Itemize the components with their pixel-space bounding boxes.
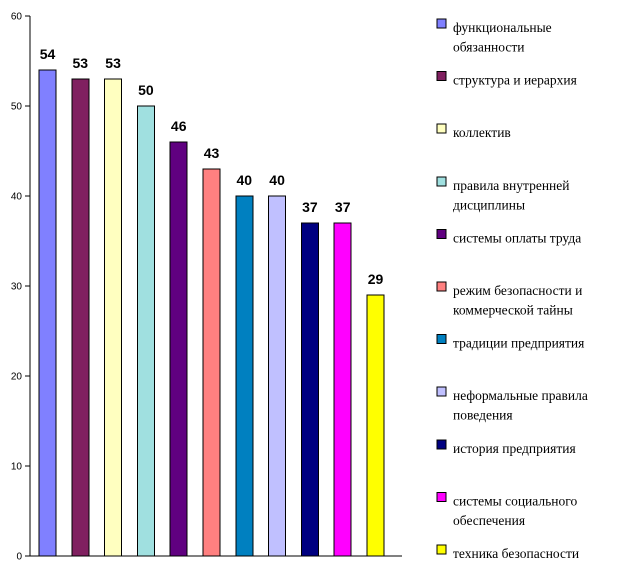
bar [235,195,254,557]
legend: функциональные обязанности структура и иер… [436,18,588,561]
y-tick-label: 20 [11,372,23,383]
bar [38,69,57,557]
y-tick-label: 40 [11,192,23,203]
legend-swatch [436,439,447,450]
legend-label: системы социального [453,493,577,508]
y-tick-label: 60 [11,12,23,23]
legend-label: традиции предприятия [453,336,584,351]
bar-value-label: 37 [302,199,318,215]
legend-swatch [436,386,447,397]
legend-label: правила внутренней [453,178,570,193]
legend-swatch [436,281,447,292]
bar [202,168,221,557]
legend-label: поведения [453,408,513,423]
legend-swatch [436,176,447,187]
legend-label: коммерческой тайны [453,303,573,318]
bar [300,222,319,557]
legend-swatch [436,18,447,29]
legend-label: режим безопасности и [453,283,582,298]
legend-swatch [436,334,447,345]
y-tick-label: 50 [11,102,23,113]
bar-value-label: 53 [73,55,89,71]
legend-label: обеспечения [453,513,525,528]
legend-label: системы оплаты труда [453,230,581,245]
legend-label: история предприятия [453,441,576,456]
legend-swatch [436,228,447,239]
bar-value-label: 46 [171,118,187,134]
bar [136,105,155,557]
bars [38,69,385,557]
legend-swatch [436,491,447,502]
legend-label: обязанности [453,40,524,55]
bar-value-label: 54 [40,46,56,62]
bar-value-label: 37 [335,199,351,215]
bar [104,78,123,557]
legend-label: структура и иерархия [453,73,577,88]
bar-value-label: 53 [105,55,121,71]
legend-label: коллектив [453,125,511,140]
bar [169,141,188,557]
bar-value-label: 40 [237,172,253,188]
axes: 0 10 20 30 40 50 60 [11,12,402,563]
legend-swatch [436,71,447,82]
bar [71,78,90,557]
bar-value-label: 50 [138,82,154,98]
legend-swatch [436,123,447,134]
legend-label: неформальные правила [453,388,588,403]
bar [333,222,352,557]
bar-value-label: 29 [368,271,384,287]
bar [268,195,287,557]
y-tick-label: 0 [16,552,22,563]
data-labels: 54 53 53 50 46 43 40 40 37 37 29 [40,46,384,287]
bar-value-label: 40 [269,172,285,188]
legend-label: дисциплины [453,197,525,212]
legend-swatch [436,544,447,555]
legend-label: техника безопасности [453,546,579,561]
y-tick-label: 10 [11,462,23,473]
bar-value-label: 43 [204,145,220,161]
legend-label: функциональные [453,20,552,35]
y-tick-label: 30 [11,282,23,293]
bar [366,294,385,557]
